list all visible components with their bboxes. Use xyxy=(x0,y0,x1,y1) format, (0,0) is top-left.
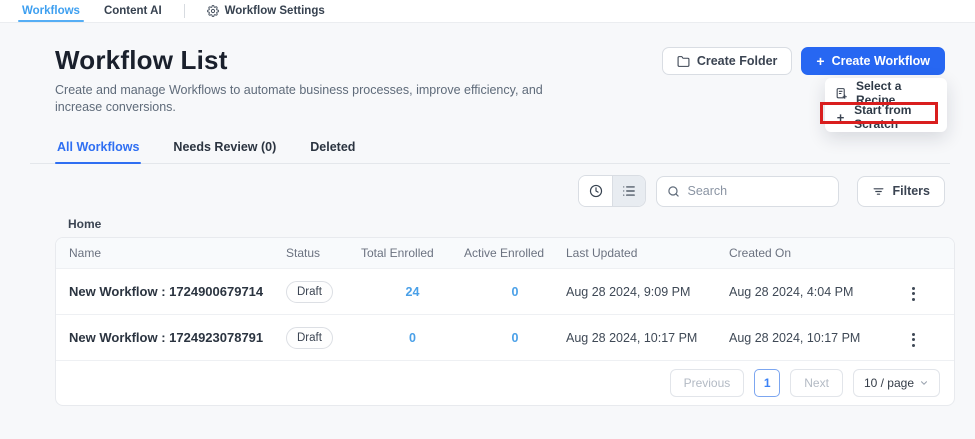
workflow-name[interactable]: New Workflow : 1724900679714 xyxy=(69,284,264,299)
workflow-name[interactable]: New Workflow : 1724923078791 xyxy=(69,330,264,345)
page-number-button[interactable]: 1 xyxy=(754,369,781,397)
created-on-cell: Aug 28 2024, 10:17 PM xyxy=(729,330,861,345)
actions-cell xyxy=(906,325,954,351)
next-page-button[interactable]: Next xyxy=(790,369,843,397)
search-box xyxy=(656,175,840,207)
nav-item-workflow-settings[interactable]: Workflow Settings xyxy=(195,0,337,22)
filters-button[interactable]: Filters xyxy=(857,175,945,207)
dropdown-item-select-recipe[interactable]: Select a Recipe xyxy=(825,79,947,107)
create-workflow-button[interactable]: + Create Workflow xyxy=(801,47,945,75)
status-badge: Draft xyxy=(286,280,333,303)
create-workflow-dropdown: Select a Recipe + Start from Scratch xyxy=(825,78,947,132)
page-title: Workflow List xyxy=(55,45,228,75)
status-cell: Draft xyxy=(286,326,361,349)
search-input[interactable] xyxy=(687,184,829,198)
previous-page-button[interactable]: Previous xyxy=(669,369,745,397)
search-icon xyxy=(667,185,680,198)
list-icon xyxy=(622,184,636,198)
column-header-total-enrolled: Total Enrolled xyxy=(361,246,434,260)
total-enrolled-cell: 24 xyxy=(361,285,464,299)
status-cell: Draft xyxy=(286,280,361,303)
page-header-text: Workflow List Create and manage Workflow… xyxy=(55,45,585,116)
breadcrumb[interactable]: Home xyxy=(68,217,102,231)
nav-item-label: Workflow Settings xyxy=(224,5,325,17)
view-toggle xyxy=(578,175,647,207)
tab-label: Needs Review (0) xyxy=(173,140,277,154)
filters-label: Filters xyxy=(892,184,930,198)
actions-cell xyxy=(906,279,954,305)
created-on-cell: Aug 28 2024, 4:04 PM xyxy=(729,284,854,299)
workflow-table-card: Name Status Total Enrolled Active Enroll… xyxy=(55,237,955,406)
create-folder-button[interactable]: Create Folder xyxy=(661,47,793,75)
active-enrolled-cell: 0 xyxy=(464,331,566,345)
last-updated-cell: Aug 28 2024, 9:09 PM xyxy=(566,284,691,299)
total-enrolled-link[interactable]: 0 xyxy=(409,330,416,345)
column-header-status: Status xyxy=(286,246,321,260)
row-menu-kebab-icon[interactable] xyxy=(906,329,921,351)
nav-item-workflows[interactable]: Workflows xyxy=(10,0,92,22)
tab-label: Deleted xyxy=(310,140,356,154)
tab-all-workflows[interactable]: All Workflows xyxy=(55,136,142,164)
last-updated-cell: Aug 28 2024, 10:17 PM xyxy=(566,330,698,345)
row-menu-kebab-icon[interactable] xyxy=(906,283,921,305)
history-view-button[interactable] xyxy=(579,176,613,206)
tab-needs-review[interactable]: Needs Review (0) xyxy=(171,136,278,163)
total-enrolled-cell: 0 xyxy=(361,331,464,345)
tabs-bar: All Workflows Needs Review (0) Deleted xyxy=(30,136,950,164)
plus-icon: + xyxy=(836,109,845,125)
top-nav: Workflows Content AI Workflow Settings xyxy=(0,0,975,23)
nav-divider xyxy=(183,4,185,18)
total-enrolled-link[interactable]: 24 xyxy=(405,284,420,299)
list-view-button[interactable] xyxy=(612,176,646,206)
filter-icon xyxy=(872,185,885,198)
active-enrolled-link[interactable]: 0 xyxy=(511,284,519,299)
page-description: Create and manage Workflows to automate … xyxy=(55,83,543,114)
nav-item-content-ai[interactable]: Content AI xyxy=(92,0,174,22)
status-badge: Draft xyxy=(286,326,333,349)
table-row[interactable]: New Workflow : 1724900679714 Draft 24 0 … xyxy=(56,268,954,314)
create-workflow-label: Create Workflow xyxy=(831,54,930,68)
folder-icon xyxy=(677,55,690,68)
recipe-icon xyxy=(835,87,848,100)
plus-icon: + xyxy=(816,53,825,69)
pagination-bar: Previous 1 Next 10 / page xyxy=(56,360,954,405)
tab-label: All Workflows xyxy=(57,140,140,154)
column-header-created-on: Created On xyxy=(729,246,792,260)
page-size-label: 10 / page xyxy=(863,376,914,390)
column-header-active-enrolled: Active Enrolled xyxy=(464,246,545,260)
active-enrolled-link[interactable]: 0 xyxy=(511,330,519,345)
dropdown-item-start-from-scratch[interactable]: + Start from Scratch xyxy=(825,103,947,131)
tab-deleted[interactable]: Deleted xyxy=(308,136,357,163)
create-folder-label: Create Folder xyxy=(696,54,778,68)
page-size-select[interactable]: 10 / page xyxy=(852,369,940,397)
chevron-down-icon xyxy=(919,378,929,388)
column-header-last-updated: Last Updated xyxy=(566,246,638,260)
header-actions: Create Folder + Create Workflow xyxy=(661,47,945,75)
active-enrolled-cell: 0 xyxy=(464,285,566,299)
list-toolbar: Filters xyxy=(0,175,945,207)
page-header: Workflow List Create and manage Workflow… xyxy=(55,45,945,116)
table-header-row: Name Status Total Enrolled Active Enroll… xyxy=(56,238,954,268)
gear-icon xyxy=(206,5,219,17)
nav-item-label: Content AI xyxy=(103,5,162,17)
nav-item-label: Workflows xyxy=(22,5,80,17)
clock-icon xyxy=(589,184,603,198)
table-row[interactable]: New Workflow : 1724923078791 Draft 0 0 A… xyxy=(56,314,954,360)
dropdown-item-label: Start from Scratch xyxy=(854,103,912,131)
column-header-name: Name xyxy=(69,246,102,260)
